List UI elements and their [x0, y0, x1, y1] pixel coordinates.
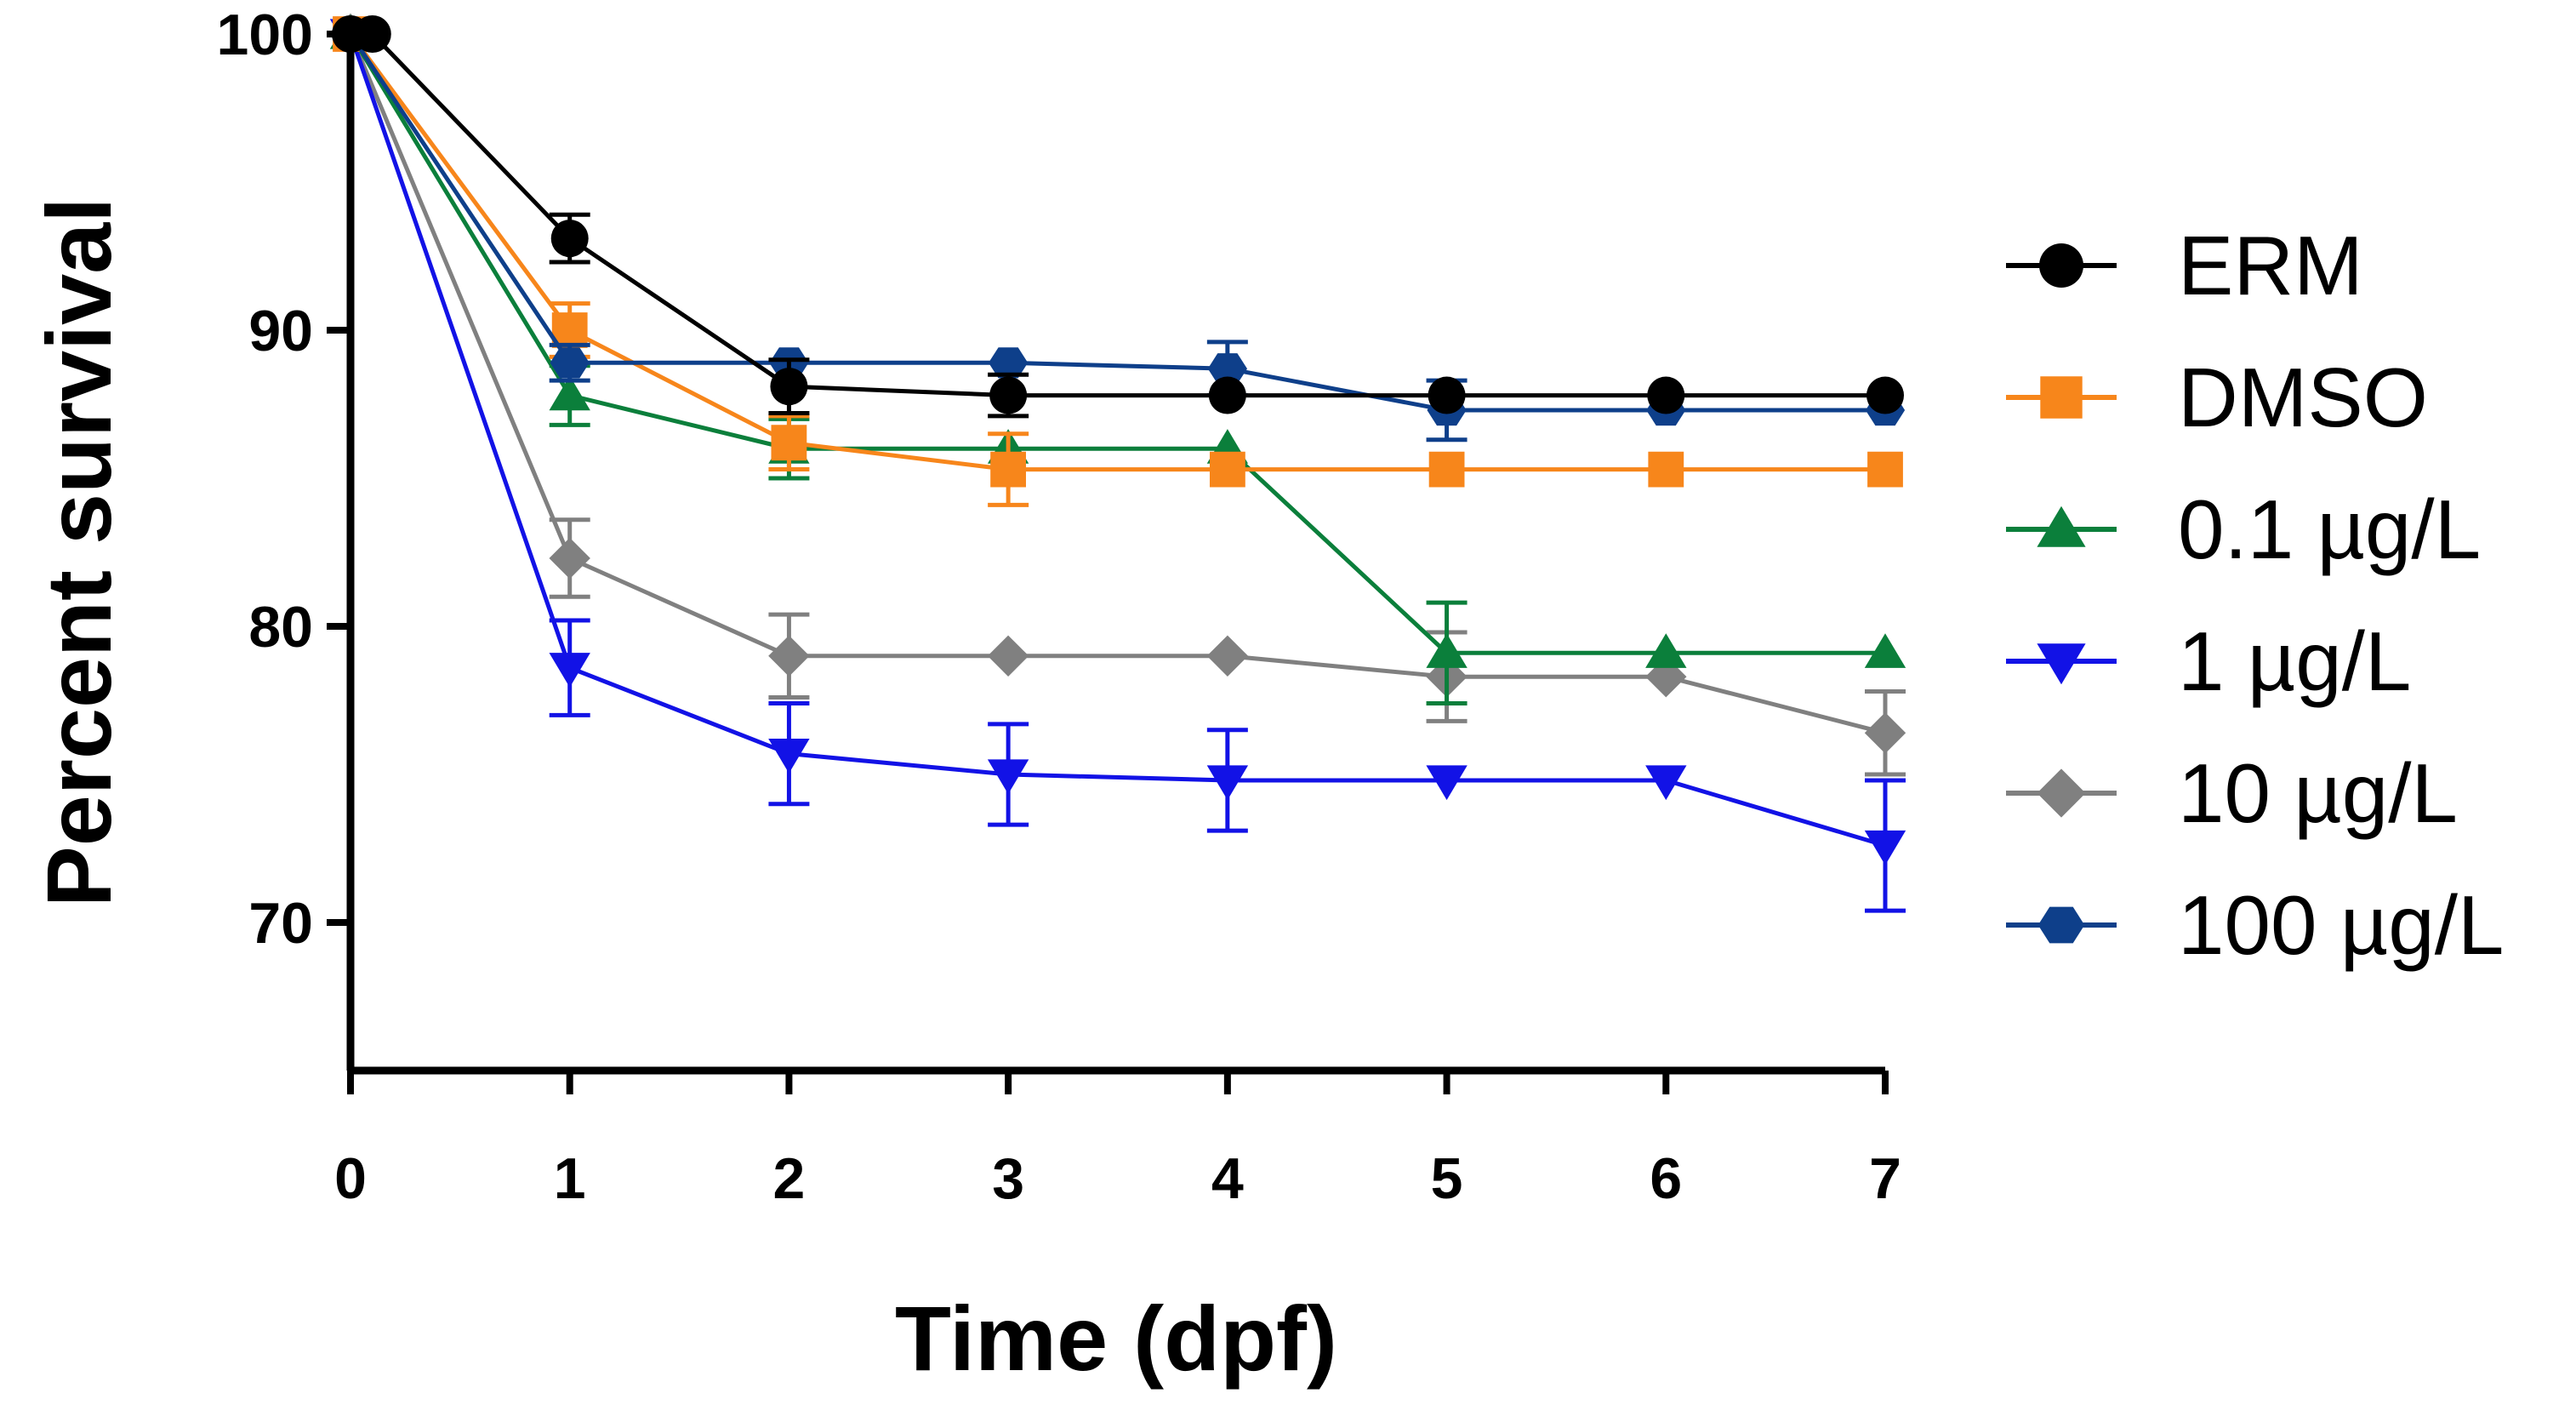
- legend-item: 0.1 µg/L: [2006, 483, 2481, 576]
- x-tick-label: 5: [1431, 1146, 1463, 1211]
- x-tick-label: 0: [334, 1146, 367, 1211]
- data-point: [1864, 712, 1906, 754]
- y-axis-ticks: 70 80 90 100: [217, 3, 350, 956]
- x-tick-label: 4: [1211, 1146, 1244, 1211]
- legend-label: 100 µg/L: [2178, 878, 2504, 972]
- data-point: [1864, 830, 1906, 865]
- data-point: [989, 376, 1028, 414]
- series-line: [348, 32, 1885, 472]
- legend-label: 0.1 µg/L: [2178, 483, 2481, 576]
- legend-item: 1 µg/L: [2006, 614, 2411, 708]
- x-axis-ticks: 0 1 2 3 4 5 6 7: [334, 1071, 1901, 1211]
- data-point: [1647, 376, 1685, 414]
- data-point: [1426, 765, 1468, 801]
- data-point: [987, 635, 1029, 677]
- y-tick-label: 90: [248, 299, 313, 363]
- plot-series: [329, 13, 1906, 913]
- data-point: [1645, 656, 1687, 698]
- y-tick-label: 70: [248, 891, 313, 956]
- legend-label: ERM: [2178, 219, 2363, 312]
- legend-label: DMSO: [2178, 351, 2428, 444]
- legend-marker: [2037, 906, 2085, 944]
- data-point: [1428, 376, 1466, 414]
- series-line: [348, 33, 1886, 735]
- series-1: [332, 15, 1904, 419]
- data-point: [1206, 765, 1249, 801]
- data-point: [990, 451, 1026, 488]
- legend: ERM DMSO 0.1 µg/L 1 µg/L 10 µg/L 100 µg/L: [2006, 219, 2504, 972]
- data-point: [1645, 765, 1687, 801]
- data-point: [550, 220, 589, 258]
- legend-label: 1 µg/L: [2178, 614, 2411, 708]
- legend-item: 100 µg/L: [2006, 878, 2504, 972]
- data-point: [549, 653, 590, 688]
- data-point: [768, 635, 810, 677]
- x-tick-label: 2: [773, 1146, 806, 1211]
- x-tick-label: 3: [992, 1146, 1024, 1211]
- legend-item: ERM: [2006, 219, 2363, 312]
- data-point: [1426, 633, 1468, 668]
- data-point: [353, 15, 391, 53]
- data-point: [1866, 376, 1904, 414]
- data-point: [551, 312, 588, 348]
- data-point: [768, 739, 810, 774]
- legend-item: 10 µg/L: [2006, 746, 2458, 840]
- x-tick-label: 7: [1869, 1146, 1901, 1211]
- legend-label: 10 µg/L: [2178, 746, 2458, 840]
- data-point: [1208, 376, 1246, 414]
- data-point: [987, 759, 1029, 795]
- data-point: [1645, 633, 1687, 668]
- data-point: [771, 425, 807, 461]
- x-axis-title: Time (dpf): [895, 1287, 1337, 1390]
- legend-item: DMSO: [2006, 351, 2428, 444]
- y-axis-title: Percent survival: [27, 197, 130, 907]
- data-point: [549, 537, 590, 580]
- series-line: [348, 32, 1885, 655]
- legend-marker: [2039, 243, 2083, 288]
- legend-marker: [2037, 643, 2086, 685]
- data-point: [1867, 451, 1903, 488]
- series-4: [329, 19, 1906, 913]
- data-point: [549, 375, 590, 411]
- y-tick-label: 80: [248, 595, 313, 660]
- data-point: [1207, 353, 1247, 385]
- legend-marker: [2037, 768, 2086, 818]
- x-tick-label: 1: [554, 1146, 586, 1211]
- data-point: [1648, 451, 1684, 488]
- series-line: [348, 33, 1886, 848]
- data-point: [1864, 633, 1906, 668]
- data-point: [1206, 635, 1249, 677]
- data-point: [989, 347, 1029, 379]
- y-tick-label: 100: [217, 3, 313, 67]
- x-tick-label: 6: [1650, 1146, 1682, 1211]
- legend-marker: [2037, 505, 2086, 547]
- data-point: [1210, 451, 1245, 488]
- data-point: [770, 368, 808, 406]
- data-point: [550, 347, 590, 379]
- legend-marker: [2040, 376, 2083, 419]
- data-point: [1428, 451, 1465, 488]
- series-line: [348, 32, 1885, 413]
